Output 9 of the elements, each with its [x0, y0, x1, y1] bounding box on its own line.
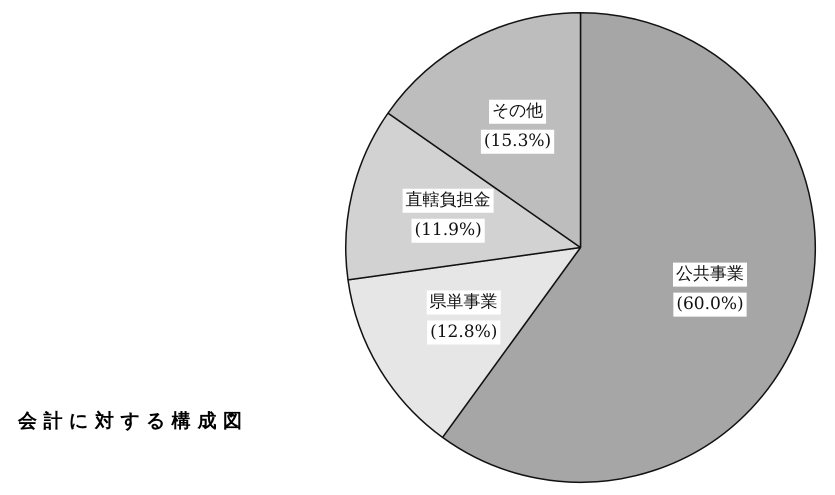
data-label: (11.9%) [414, 220, 482, 240]
slice-label: 公共事業 [676, 264, 744, 284]
data-label: (60.0%) [676, 294, 744, 314]
slice-label: その他 [492, 101, 544, 122]
slice-label: 直轄負担金 [406, 190, 491, 210]
data-label: (15.3%) [484, 131, 552, 152]
slice-label: 県単事業 [430, 292, 498, 312]
text: 会 計 に 対 す る 構 成 図 [18, 409, 242, 434]
data-label: (12.8%) [430, 322, 498, 342]
